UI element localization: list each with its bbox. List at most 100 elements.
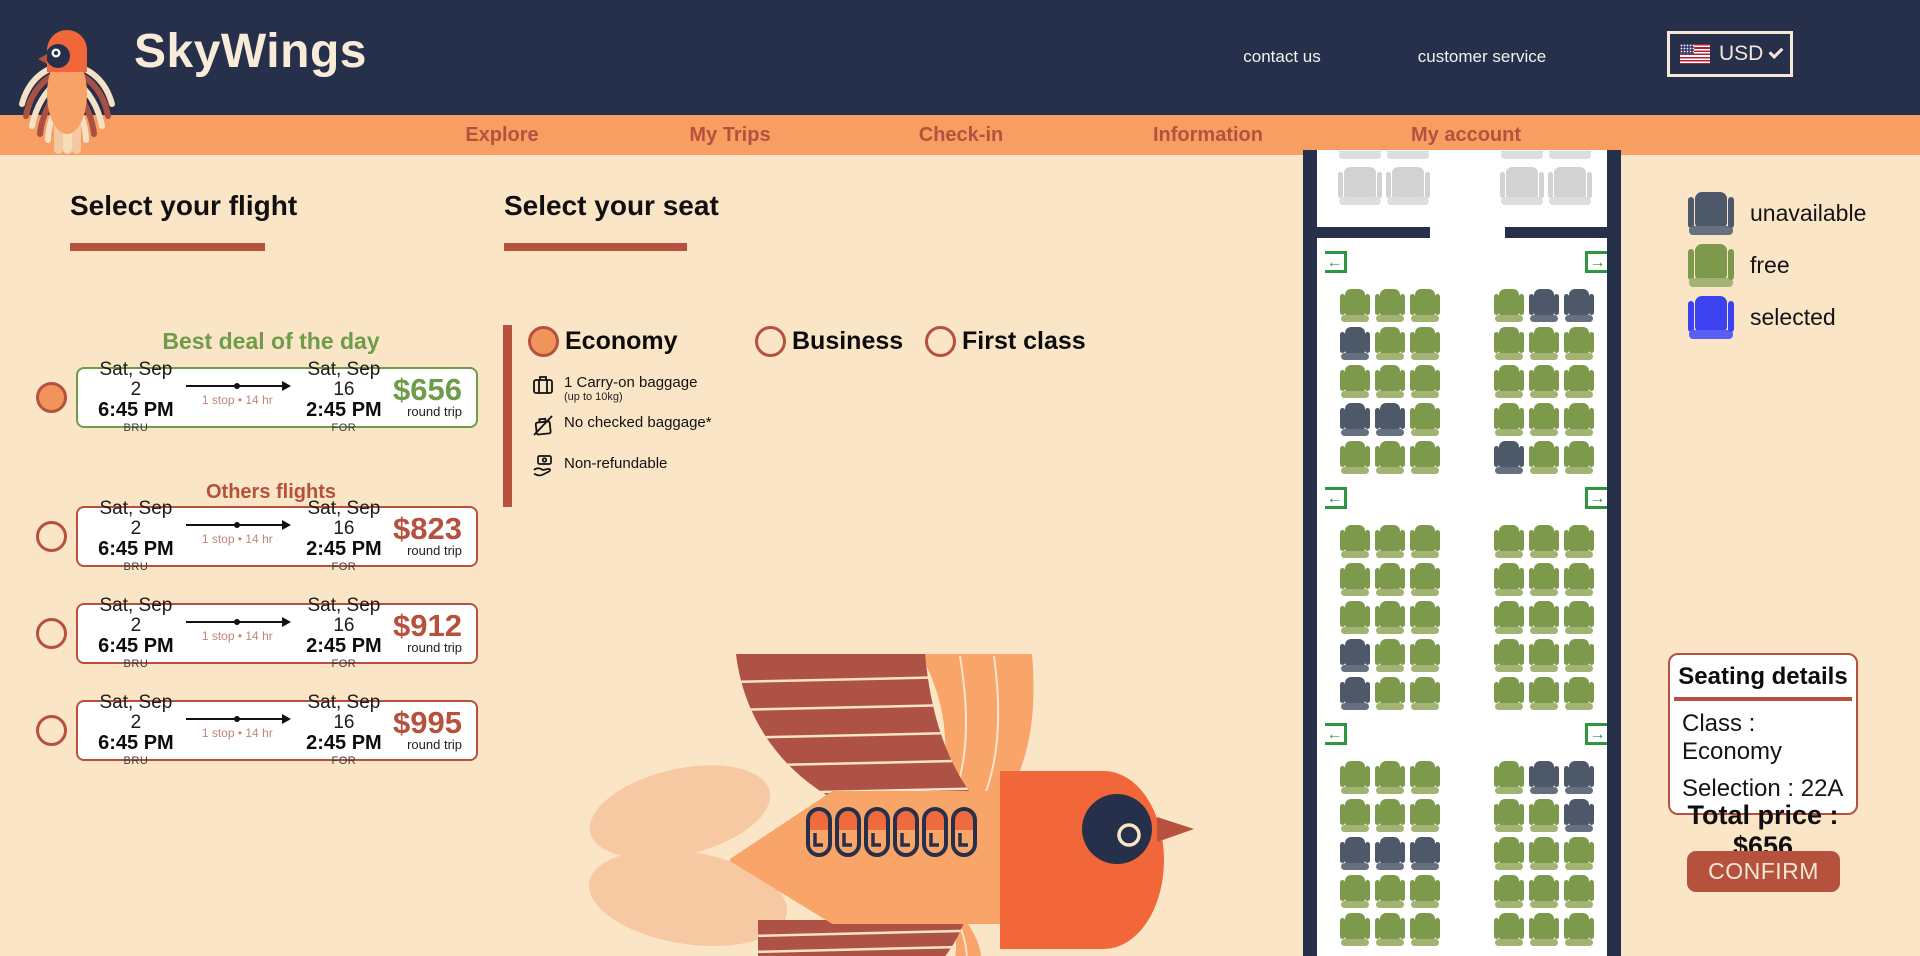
currency-selector[interactable]: USD	[1667, 31, 1793, 77]
seat-free[interactable]	[1564, 525, 1594, 558]
flight-option[interactable]: Sat, Sep 2 6:45 PM BRU 1 stop • 14 hr Sa…	[36, 693, 478, 767]
seat-free[interactable]	[1529, 601, 1559, 634]
seat-free[interactable]	[1494, 837, 1524, 870]
seat-free[interactable]	[1529, 441, 1559, 474]
seat-free[interactable]	[1375, 563, 1405, 596]
seat-free[interactable]	[1340, 799, 1370, 832]
seat-free[interactable]	[1529, 327, 1559, 360]
seat-free[interactable]	[1375, 799, 1405, 832]
seat-free[interactable]	[1375, 601, 1405, 634]
nav-explore[interactable]: Explore	[465, 124, 539, 146]
business-radio[interactable]	[755, 326, 786, 357]
flight-radio[interactable]	[36, 715, 67, 746]
seat-free[interactable]	[1529, 677, 1559, 710]
flight-radio[interactable]	[36, 521, 67, 552]
seat-free[interactable]	[1340, 761, 1370, 794]
seat-free[interactable]	[1494, 639, 1524, 672]
contact-us-link[interactable]: contact us	[1243, 47, 1321, 66]
seat-free[interactable]	[1410, 639, 1440, 672]
flight-option[interactable]: Sat, Sep 2 6:45 PM BRU 1 stop • 14 hr Sa…	[36, 499, 478, 573]
seat-free[interactable]	[1564, 563, 1594, 596]
flight-card[interactable]: Sat, Sep 2 6:45 PM BRU 1 stop • 14 hr Sa…	[76, 360, 478, 434]
seat-free[interactable]	[1529, 875, 1559, 908]
seat-free[interactable]	[1529, 563, 1559, 596]
seat-free[interactable]	[1340, 525, 1370, 558]
seat-free[interactable]	[1494, 601, 1524, 634]
seat-free[interactable]	[1494, 525, 1524, 558]
seat-free[interactable]	[1375, 327, 1405, 360]
seat-free[interactable]	[1340, 563, 1370, 596]
seat-free[interactable]	[1340, 365, 1370, 398]
seat-free[interactable]	[1494, 365, 1524, 398]
seat-free[interactable]	[1340, 289, 1370, 322]
seat-free[interactable]	[1564, 365, 1594, 398]
class-option-business[interactable]: Business	[755, 326, 903, 357]
seat-free[interactable]	[1494, 677, 1524, 710]
flight-radio[interactable]	[36, 618, 67, 649]
nav-my-account[interactable]: My account	[1410, 124, 1522, 146]
seat-free[interactable]	[1529, 525, 1559, 558]
seat-free[interactable]	[1564, 837, 1594, 870]
seat-free[interactable]	[1340, 913, 1370, 946]
confirm-button[interactable]: CONFIRM	[1687, 851, 1840, 892]
first-class-radio[interactable]	[925, 326, 956, 357]
seat-free[interactable]	[1564, 441, 1594, 474]
seat-free[interactable]	[1410, 913, 1440, 946]
seat-free[interactable]	[1564, 327, 1594, 360]
flight-radio-selected[interactable]	[36, 382, 67, 413]
seat-free[interactable]	[1564, 677, 1594, 710]
seat-free[interactable]	[1564, 875, 1594, 908]
seat-free[interactable]	[1529, 799, 1559, 832]
seat-free[interactable]	[1410, 441, 1440, 474]
customer-service-link[interactable]: customer service	[1417, 47, 1547, 66]
seat-free[interactable]	[1529, 639, 1559, 672]
seat-free[interactable]	[1494, 913, 1524, 946]
class-option-first[interactable]: First class	[925, 326, 1086, 357]
seat-free[interactable]	[1375, 913, 1405, 946]
nav-information[interactable]: Information	[1153, 124, 1263, 146]
seat-free[interactable]	[1494, 563, 1524, 596]
nav-my-trips[interactable]: My Trips	[689, 124, 771, 146]
class-option-economy[interactable]: Economy	[528, 326, 678, 357]
seat-free[interactable]	[1410, 403, 1440, 436]
seat-free[interactable]	[1375, 761, 1405, 794]
seat-free[interactable]	[1529, 365, 1559, 398]
flight-card[interactable]: Sat, Sep 2 6:45 PM BRU 1 stop • 14 hr Sa…	[76, 596, 478, 670]
seat-free[interactable]	[1375, 875, 1405, 908]
seat-free[interactable]	[1375, 639, 1405, 672]
seat-free[interactable]	[1564, 639, 1594, 672]
seat-free[interactable]	[1529, 837, 1559, 870]
seat-free[interactable]	[1410, 525, 1440, 558]
flight-option[interactable]: Sat, Sep 2 6:45 PM BRU 1 stop • 14 hr Sa…	[36, 596, 478, 670]
seat-free[interactable]	[1410, 327, 1440, 360]
flight-card[interactable]: Sat, Sep 2 6:45 PM BRU 1 stop • 14 hr Sa…	[76, 499, 478, 573]
seat-free[interactable]	[1564, 913, 1594, 946]
seat-free[interactable]	[1564, 403, 1594, 436]
seat-free[interactable]	[1410, 799, 1440, 832]
nav-check-in[interactable]: Check-in	[918, 124, 1004, 146]
seat-free[interactable]	[1375, 365, 1405, 398]
seat-free[interactable]	[1375, 677, 1405, 710]
seat-free[interactable]	[1410, 601, 1440, 634]
seat-free[interactable]	[1494, 327, 1524, 360]
seat-free[interactable]	[1410, 677, 1440, 710]
seat-free[interactable]	[1564, 601, 1594, 634]
seat-free[interactable]	[1375, 525, 1405, 558]
seat-free[interactable]	[1340, 441, 1370, 474]
seat-free[interactable]	[1410, 563, 1440, 596]
seat-free[interactable]	[1529, 913, 1559, 946]
seat-free[interactable]	[1529, 403, 1559, 436]
seat-free[interactable]	[1340, 601, 1370, 634]
seat-free[interactable]	[1410, 289, 1440, 322]
seat-free[interactable]	[1494, 761, 1524, 794]
flight-option-best[interactable]: Sat, Sep 2 6:45 PM BRU 1 stop • 14 hr Sa…	[36, 360, 478, 434]
seat-free[interactable]	[1340, 875, 1370, 908]
seat-free[interactable]	[1494, 289, 1524, 322]
economy-radio[interactable]	[528, 326, 559, 357]
seat-free[interactable]	[1494, 875, 1524, 908]
flight-card[interactable]: Sat, Sep 2 6:45 PM BRU 1 stop • 14 hr Sa…	[76, 693, 478, 767]
seat-free[interactable]	[1494, 799, 1524, 832]
seat-free[interactable]	[1375, 441, 1405, 474]
seat-free[interactable]	[1410, 761, 1440, 794]
seat-free[interactable]	[1375, 289, 1405, 322]
